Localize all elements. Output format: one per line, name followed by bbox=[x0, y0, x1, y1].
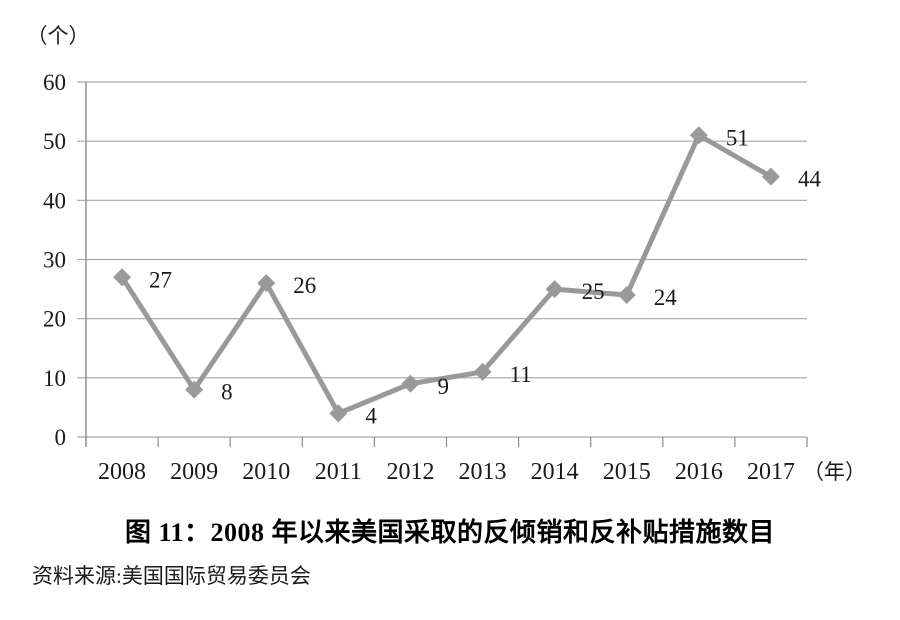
series-line bbox=[119, 132, 774, 416]
data-value-label: 24 bbox=[654, 285, 678, 310]
x-tick-label: 2017 bbox=[747, 459, 795, 485]
data-point-marker bbox=[617, 286, 636, 304]
y-tick-label: 30 bbox=[43, 248, 66, 273]
x-tick-label: 2016 bbox=[675, 459, 723, 485]
data-point-marker bbox=[185, 380, 204, 399]
data-point-marker bbox=[257, 274, 276, 293]
x-axis-unit-label: （年） bbox=[803, 460, 866, 484]
y-tick-label: 50 bbox=[43, 129, 66, 154]
data-point-marker bbox=[329, 404, 348, 423]
x-tick-label: 2015 bbox=[603, 459, 651, 485]
data-point-marker bbox=[545, 280, 564, 299]
data-value-label: 8 bbox=[221, 380, 233, 405]
x-tick-label: 2008 bbox=[98, 459, 146, 485]
y-tick-label: 0 bbox=[55, 425, 67, 450]
data-point-marker bbox=[761, 167, 780, 186]
x-tick-label: 2010 bbox=[242, 459, 290, 485]
y-tick-label: 20 bbox=[43, 307, 66, 332]
x-tick-label: 2013 bbox=[459, 459, 507, 485]
y-tick-label: 10 bbox=[43, 366, 66, 391]
data-point-marker bbox=[689, 126, 708, 145]
chart-title: 图 11：2008 年以来美国采取的反倾销和反补贴措施数目 bbox=[124, 518, 776, 547]
data-value-label: 11 bbox=[510, 362, 532, 387]
data-value-label: 27 bbox=[149, 267, 172, 292]
data-point-marker bbox=[401, 374, 420, 393]
data-value-label: 25 bbox=[582, 279, 605, 304]
x-tick-label: 2014 bbox=[531, 459, 579, 485]
data-value-label: 44 bbox=[798, 167, 822, 192]
line-chart: 0 10 20 30 40 50 60 2008 2009 2010 2011 2012 2013 201… bbox=[27, 24, 867, 485]
data-value-label: 9 bbox=[437, 374, 449, 399]
y-axis-unit-label: （个） bbox=[27, 24, 90, 48]
chart-source: 资料来源:美国国际贸易委员会 bbox=[32, 564, 311, 588]
data-point-marker bbox=[473, 362, 492, 381]
data-value-label: 26 bbox=[293, 273, 316, 298]
data-value-label: 51 bbox=[726, 125, 749, 150]
x-tick-label: 2012 bbox=[386, 459, 434, 485]
y-tick-label: 60 bbox=[43, 70, 66, 95]
x-tick-label: 2011 bbox=[315, 459, 362, 485]
x-tick-label: 2009 bbox=[170, 459, 218, 485]
y-tick-label: 40 bbox=[43, 188, 66, 213]
data-value-label: 4 bbox=[365, 403, 377, 428]
data-point-marker bbox=[113, 268, 132, 287]
